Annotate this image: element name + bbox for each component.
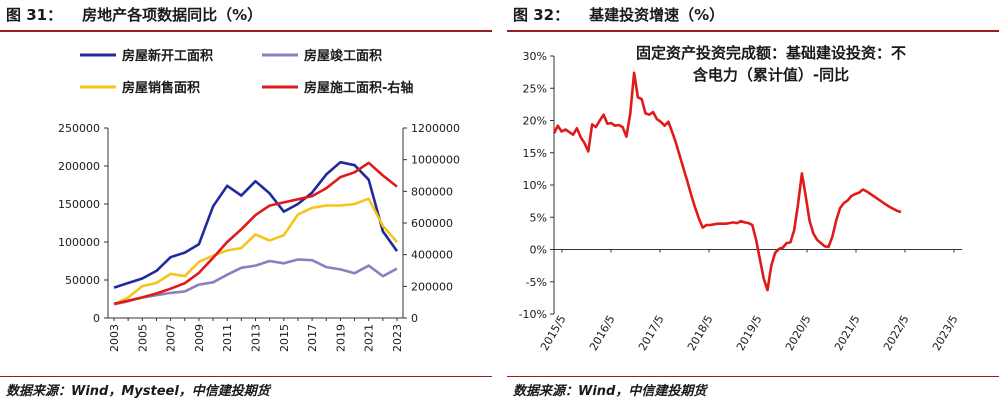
y-tick-label: 50000 — [65, 274, 100, 287]
y-tick-label: 30% — [523, 50, 547, 63]
left-figure-title: 房地产各项数据同比（%） — [82, 6, 263, 24]
y2-tick-label: 800000 — [411, 185, 453, 198]
legend-label-0: 房屋新开工面积 — [122, 48, 213, 64]
y-tick-label: 25% — [523, 82, 547, 95]
x-tick-label: 2017/5 — [636, 313, 667, 353]
series-line — [552, 71, 902, 292]
legend-label-3: 房屋施工面积-右轴 — [304, 80, 413, 96]
x-tick-label: 2005 — [136, 324, 149, 352]
x-tick-label: 2021/5 — [832, 313, 863, 353]
y2-tick-label: 1000000 — [411, 154, 460, 167]
x-tick-label: 2009 — [193, 324, 206, 352]
y2-tick-label: 600000 — [411, 217, 453, 230]
x-tick-label: 2018/5 — [685, 313, 716, 353]
x-tick-label: 2023 — [391, 324, 404, 352]
right-figure-title: 基建投资增速（%） — [589, 6, 725, 24]
y-tick-label: -10% — [519, 308, 547, 321]
x-tick-label: 2016/5 — [587, 313, 618, 353]
left-line-chart: 0 50000 100000 150000 200000 250000 0 200000 400… — [58, 48, 460, 352]
y-tick-label: 250000 — [58, 122, 100, 135]
x-tick-label: 2017 — [306, 324, 319, 352]
left-figure-number: 图 31： — [6, 6, 63, 24]
y-tick-label: 10% — [523, 179, 547, 192]
x-tick-label: 2007 — [165, 324, 178, 352]
y-tick-label: -5% — [526, 276, 547, 289]
legend-label-2: 房屋销售面积 — [122, 80, 200, 96]
series-line-3 — [113, 161, 398, 306]
x-tick-label: 2019 — [334, 324, 347, 352]
left-source-note: 数据来源：Wind，Mysteel，中信建投期货 — [0, 376, 492, 406]
left-figure-header: 图 31： 房地产各项数据同比（%） — [0, 0, 492, 32]
series-line-0 — [113, 160, 399, 289]
y-tick-label: 150000 — [58, 198, 100, 211]
y-tick-label: 200000 — [58, 160, 100, 173]
left-panel: 图 31： 房地产各项数据同比（%） 0 50000 100000 150000 2000… — [0, 0, 492, 411]
y-tick-label: 20% — [523, 115, 547, 128]
y-tick-label: 100000 — [58, 236, 100, 249]
right-figure-number: 图 32： — [513, 6, 570, 24]
series-line-2 — [113, 197, 398, 306]
x-tick-label: 2021 — [363, 324, 376, 352]
x-tick-label: 2015 — [278, 324, 291, 352]
y2-tick-label: 200000 — [411, 280, 453, 293]
x-tick-label: 2013 — [250, 324, 263, 352]
x-tick-label: 2003 — [108, 324, 121, 352]
x-tick-label: 2011 — [221, 324, 234, 352]
y-tick-label: 5% — [530, 211, 547, 224]
series-line-1 — [113, 258, 398, 306]
right-source-note: 数据来源：Wind，中信建投期货 — [507, 376, 999, 406]
right-line-chart: -10%-5%0%5%10%15%20%25%30%2015/5 2016/5 20… — [519, 44, 962, 353]
y-tick-label: 0% — [530, 244, 547, 257]
right-figure-header: 图 32： 基建投资增速（%） — [507, 0, 999, 32]
y2-tick-label: 0 — [411, 312, 418, 325]
y2-tick-label: 400000 — [411, 249, 453, 262]
x-tick-label: 2019/5 — [734, 313, 765, 353]
x-tick-label: 2023/5 — [930, 313, 961, 353]
x-tick-label: 2020/5 — [783, 313, 814, 353]
y-tick-label: 15% — [523, 147, 547, 160]
y-tick-label: 0 — [93, 312, 100, 325]
y2-tick-label: 1200000 — [411, 122, 460, 135]
x-tick-label: 2022/5 — [881, 313, 912, 353]
right-panel: 图 32： 基建投资增速（%） -10% -5% 0% 5% 10% 15% 20% 25% 30… — [507, 0, 999, 411]
chart-title-line-1: 含电力（累计值）-同比 — [693, 66, 849, 84]
legend-label-1: 房屋竣工面积 — [304, 48, 382, 64]
chart-title-line-0: 固定资产投资完成额：基础建设投资：不 — [636, 44, 906, 62]
